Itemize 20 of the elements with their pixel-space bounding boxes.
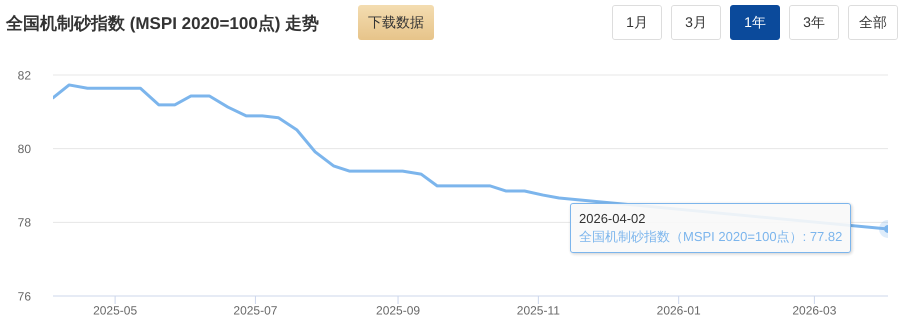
range-button: 全部: [848, 5, 898, 40]
tooltip-box: 2026-04-02 全国机制砂指数（MSPI 2020=100点）: 77.82: [570, 202, 852, 253]
annotation: 全国机制砂指数（MSPI 2020=100点）: 77.82: [579, 228, 842, 246]
range-button: 3月: [671, 5, 721, 40]
x-tick-label: 2025-09: [376, 304, 420, 318]
y-tick-label: 82: [18, 68, 32, 82]
x-tick-label: 2025-07: [233, 304, 278, 318]
x-tick-label: 2025-11: [516, 304, 560, 318]
range-button: 1月: [612, 5, 662, 40]
x-tick-label: 2026-03: [792, 304, 837, 318]
y-tick-label: 80: [18, 142, 32, 156]
download-button: 下载数据: [358, 5, 434, 40]
y-tick-label: 76: [18, 289, 32, 304]
x-tick-label: 2025-05: [93, 304, 138, 318]
annotation: 2026-04-02: [579, 210, 646, 228]
chart-title: 全国机制砂指数 (MSPI 2020=100点) 走势: [6, 13, 320, 35]
x-tick-label: 2026-01: [656, 304, 702, 318]
y-tick-label: 78: [18, 216, 32, 230]
range-button: 3年: [789, 5, 839, 40]
range-button: 1年: [730, 5, 780, 40]
